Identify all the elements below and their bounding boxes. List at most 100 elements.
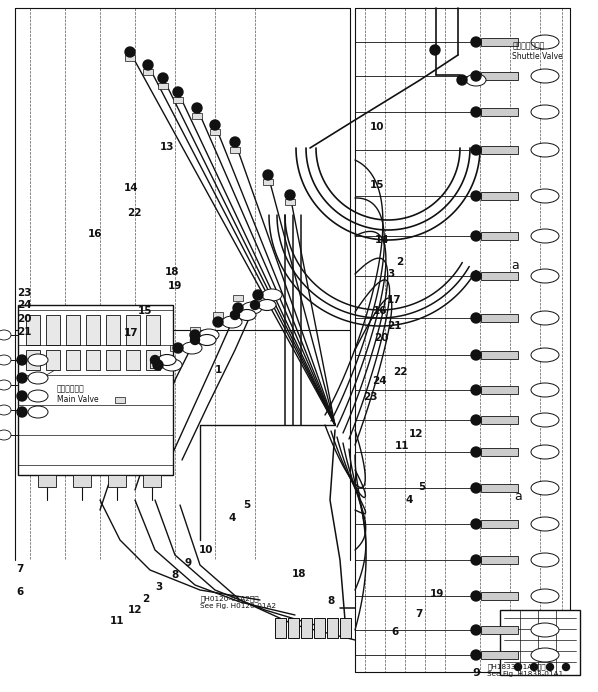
Ellipse shape [0,430,11,440]
Bar [213,312,223,318]
Circle shape [210,120,220,130]
Bar [126,350,140,370]
Circle shape [471,483,481,493]
Text: 24: 24 [17,300,31,310]
Circle shape [17,407,27,417]
Text: a: a [514,490,522,502]
Text: 8: 8 [328,596,335,606]
Text: 2: 2 [142,594,149,604]
Text: 22: 22 [393,367,407,376]
Bar [190,327,200,333]
Ellipse shape [531,311,559,325]
Text: 9: 9 [184,558,191,567]
Text: 19: 19 [429,589,444,599]
Bar [230,147,240,153]
Text: 18: 18 [292,570,306,579]
Bar [190,337,200,343]
Bar [285,199,295,205]
Ellipse shape [262,289,282,301]
Text: 5: 5 [243,500,250,510]
Text: 7: 7 [416,609,423,619]
Bar [18,305,173,475]
Ellipse shape [531,35,559,49]
Circle shape [151,356,160,365]
Bar [146,315,160,345]
Text: a: a [511,260,519,272]
Text: 16: 16 [88,229,102,239]
Bar [481,556,518,564]
Circle shape [457,75,467,85]
Bar [481,314,518,322]
Circle shape [233,303,243,313]
Bar [230,312,240,318]
Bar [233,295,243,301]
Circle shape [173,343,183,353]
Circle shape [471,71,481,81]
Ellipse shape [0,330,11,340]
Ellipse shape [531,445,559,459]
Text: メインバルブ
Main Valve: メインバルブ Main Valve [57,385,99,404]
Ellipse shape [28,354,48,366]
Bar [46,350,60,370]
Bar [150,362,160,368]
Ellipse shape [0,355,11,365]
Text: 6: 6 [392,627,399,637]
Circle shape [471,271,481,281]
Bar [126,315,140,345]
Ellipse shape [531,229,559,243]
Bar [327,618,338,638]
Ellipse shape [162,359,182,371]
Circle shape [230,137,240,147]
Bar [314,618,325,638]
Circle shape [430,45,440,55]
Bar [288,618,299,638]
Text: 13: 13 [160,142,175,152]
Text: 11: 11 [395,441,409,451]
Text: 10: 10 [199,545,213,555]
Circle shape [471,191,481,201]
Text: 第H0120-01A2参照
See Fig. H0120-01A2: 第H0120-01A2参照 See Fig. H0120-01A2 [200,595,276,609]
Bar [150,362,160,368]
Text: 2: 2 [396,257,404,266]
Bar [106,350,120,370]
Bar [38,475,56,487]
Bar [481,651,518,659]
Text: 21: 21 [388,321,402,331]
Ellipse shape [199,329,219,341]
Bar [481,38,518,46]
Bar [173,97,183,103]
Bar [86,315,100,345]
Text: 12: 12 [408,429,423,439]
Circle shape [471,231,481,241]
Bar [481,484,518,492]
Bar [210,129,220,135]
Circle shape [530,664,538,671]
Ellipse shape [531,189,559,203]
Text: 23: 23 [364,392,378,401]
Circle shape [173,87,183,97]
Circle shape [17,391,27,401]
Bar [158,83,168,89]
Ellipse shape [28,372,48,384]
Bar [340,618,351,638]
Ellipse shape [238,309,256,320]
Circle shape [471,350,481,360]
Text: 8: 8 [171,570,178,580]
Text: 20: 20 [374,333,389,343]
Bar [481,351,518,359]
Text: 10: 10 [370,122,384,132]
Bar [481,272,518,280]
Text: 3: 3 [387,269,394,279]
Text: シャトルバルブ
Shuttle Valve: シャトルバルブ Shuttle Valve [512,42,563,61]
Text: 7: 7 [16,564,23,574]
Ellipse shape [531,553,559,567]
Text: 17: 17 [387,295,401,304]
Ellipse shape [531,623,559,637]
Bar [481,232,518,240]
Circle shape [471,313,481,323]
Circle shape [471,107,481,117]
Bar [481,146,518,154]
Bar [26,350,40,370]
Ellipse shape [531,383,559,397]
Text: 4: 4 [405,495,413,504]
